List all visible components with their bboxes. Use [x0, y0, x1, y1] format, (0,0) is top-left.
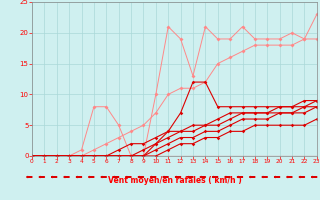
X-axis label: Vent moyen/en rafales ( km/h ): Vent moyen/en rafales ( km/h ) [108, 176, 241, 185]
